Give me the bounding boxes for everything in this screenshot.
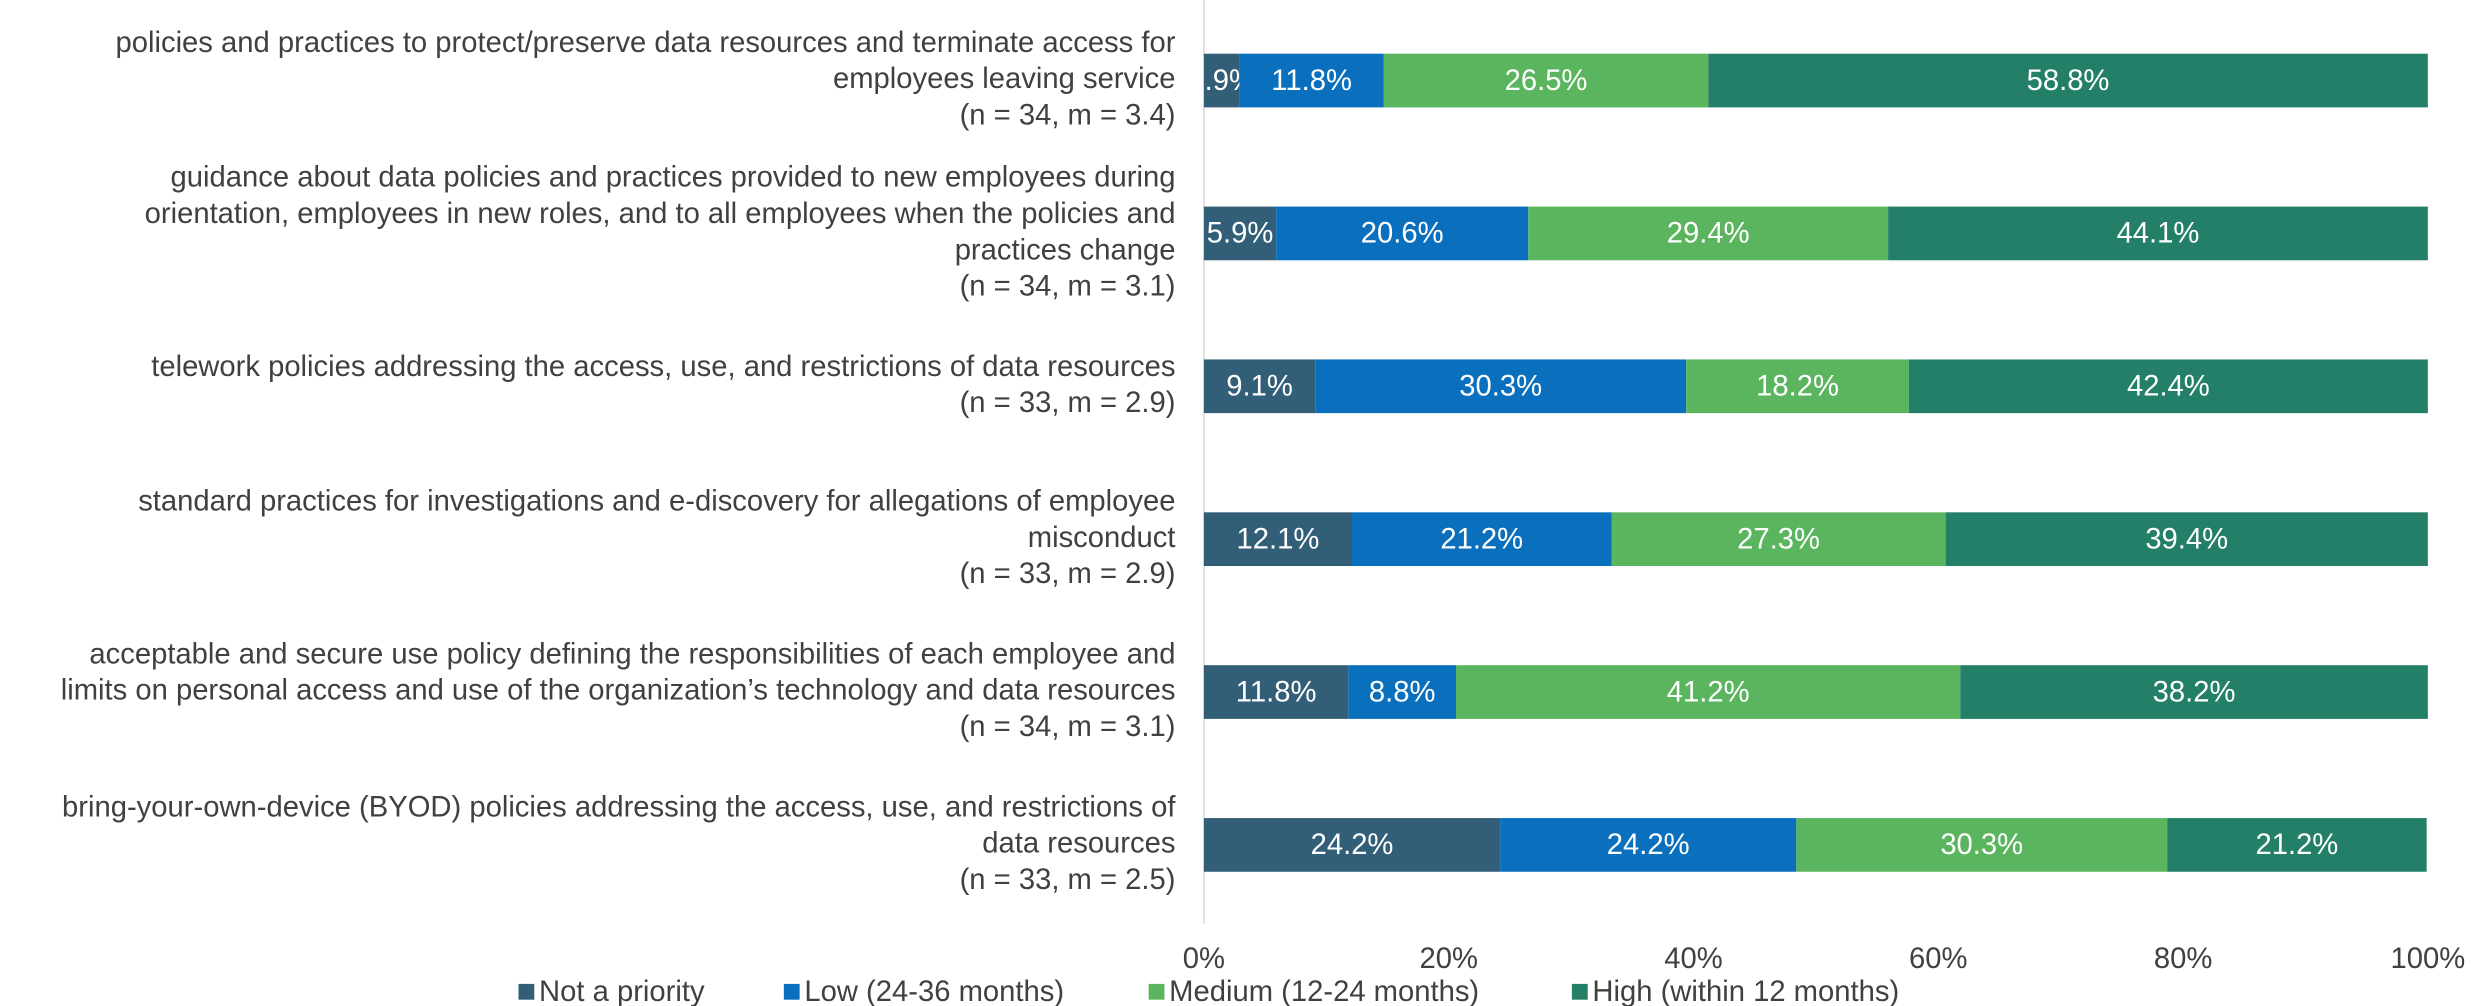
category-label: employees leaving service [833,63,1176,95]
legend-swatch [783,983,800,1000]
data-label: 44.1% [2117,218,2200,250]
bar-segment [1348,665,1457,719]
data-label: 39.4% [2145,523,2228,555]
category-label: (n = 33, m = 2.5) [960,864,1176,896]
data-label: 38.2% [2153,676,2236,708]
data-label: 11.8% [1236,676,1317,708]
data-label: 24.2% [1607,829,1690,861]
data-label: 27.3% [1737,523,1820,555]
x-tick-label: 80% [2154,943,2212,975]
bar-segment [1383,53,1709,108]
legend-swatch [1148,983,1165,1000]
data-label: 29.4% [1667,218,1750,250]
category-label: (n = 33, m = 2.9) [960,387,1176,419]
bar-segment [1203,206,1277,261]
data-label: 12.1% [1237,523,1320,555]
data-label: 42.4% [2127,371,2210,403]
legend-swatch [518,983,535,1000]
category-label: policies and practices to protect/preser… [116,27,1176,59]
x-tick-label: 20% [1419,943,1477,975]
data-label: 11.8% [1271,65,1352,97]
bar-segment [1500,818,1797,872]
data-label: 9.1% [1226,371,1293,403]
bar-segment [1315,359,1687,414]
bar-segment [1456,665,1961,719]
x-tick-label: 100% [2391,943,2466,975]
bar-segment [1528,206,1889,261]
data-label: 24.2% [1311,829,1394,861]
category-label: data resources [982,828,1175,860]
legend-label: Not a priority [539,976,705,1006]
data-label: 21.2% [2255,829,2338,861]
bar-segment [1352,512,1612,567]
category-label: telework policies addressing the access,… [151,351,1175,383]
bar-segment [1276,206,1529,261]
category-label: standard practices for investigations an… [138,486,1175,518]
data-label: 5.9% [1207,218,1274,250]
bar-segment [1686,359,1909,414]
bar-segment [1203,818,1501,872]
data-label: 8.8% [1369,676,1436,708]
bar-segment [2167,818,2427,872]
legend-label: Low (24-36 months) [804,976,1064,1006]
bar-segment [1796,818,2168,872]
x-tick-label: 40% [1664,943,1722,975]
bar-segment [1203,359,1316,414]
data-label: 21.2% [1440,523,1523,555]
data-label: 58.8% [2027,65,2110,97]
data-label: 30.3% [1940,829,2023,861]
bar-segment [1908,359,2428,414]
legend-label: Medium (12-24 months) [1169,976,1479,1006]
data-label: 18.2% [1756,371,1839,403]
data-label: 41.2% [1667,676,1750,708]
bar-segment [1203,512,1353,567]
bar-segment [1708,53,2428,108]
category-label: practices change [955,234,1176,266]
bar-segment [1239,53,1384,108]
legend-swatch [1571,983,1588,1000]
category-label: (n = 34, m = 3.1) [960,711,1176,743]
category-label: guidance about data policies and practic… [171,162,1176,194]
category-label: (n = 34, m = 3.4) [960,100,1176,132]
data-label: 30.3% [1459,371,1542,403]
category-label: (n = 34, m = 3.1) [960,271,1176,303]
bar-segment [1945,512,2428,567]
data-label: 20.6% [1361,218,1444,250]
category-label: (n = 33, m = 2.9) [960,558,1176,590]
x-tick-label: 0% [1183,943,1225,975]
category-label: limits on personal access and use of the… [61,675,1176,707]
bar-segment [1203,665,1349,719]
category-label: misconduct [1028,522,1176,554]
category-label: orientation, employees in new roles, and… [145,198,1176,230]
data-label: 26.5% [1505,65,1588,97]
bar-segment [1203,53,1240,108]
bar-segment [1888,206,2428,261]
legend-label: High (within 12 months) [1592,976,1899,1006]
bar-segment [1960,665,2428,719]
bar-segment [1611,512,1946,567]
category-label: acceptable and secure use policy definin… [89,638,1175,670]
x-tick-label: 60% [1909,943,1967,975]
category-label: bring-your-own-device (BYOD) policies ad… [62,791,1176,823]
